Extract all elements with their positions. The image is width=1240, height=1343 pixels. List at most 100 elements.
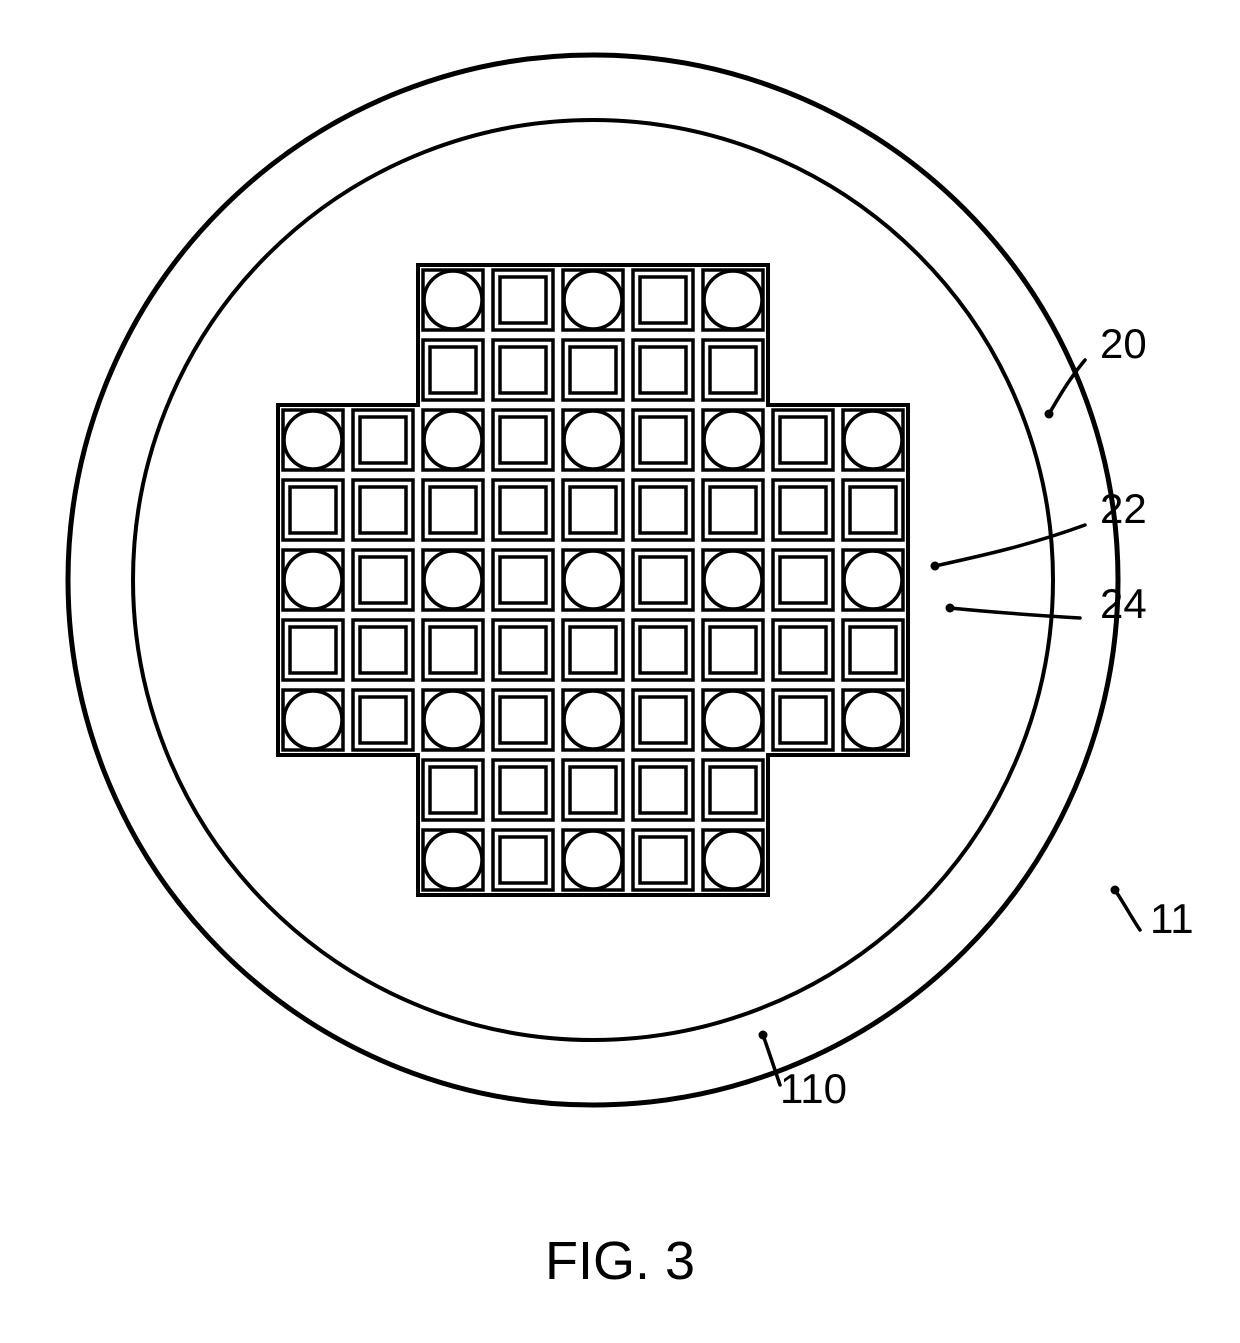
cell-square-24 [710, 347, 756, 393]
label-24: 24 [1100, 580, 1147, 628]
figure-page: 20 22 24 11 110 FIG. 3 [0, 0, 1240, 1343]
cell-square-24 [640, 837, 686, 883]
cell-square-24 [430, 767, 476, 813]
cell-circle-22 [704, 411, 762, 469]
leader-11 [1115, 890, 1140, 930]
cell-circle-22 [844, 691, 902, 749]
cell-square-24 [570, 767, 616, 813]
cell-square-24 [500, 697, 546, 743]
cell-circle-22 [564, 831, 622, 889]
cell-square-24 [500, 837, 546, 883]
cell-circle-22 [564, 411, 622, 469]
grid-cell [353, 410, 413, 470]
cell-square-24 [570, 627, 616, 673]
grid-cell [493, 830, 553, 890]
grid-cell [353, 550, 413, 610]
label-11: 11 [1150, 895, 1194, 943]
leader-tip-20 [1045, 410, 1054, 419]
label-110: 110 [780, 1065, 847, 1113]
grid-cell [493, 480, 553, 540]
cell-square-24 [780, 697, 826, 743]
cell-square-24 [640, 347, 686, 393]
leader-tip-110 [759, 1031, 768, 1040]
grid-cell [283, 480, 343, 540]
cell-square-24 [430, 487, 476, 533]
cell-square-24 [780, 557, 826, 603]
grid-cell [773, 550, 833, 610]
grid-cell [773, 620, 833, 680]
cell-square-24 [290, 487, 336, 533]
cell-square-24 [640, 767, 686, 813]
cell-circle-22 [424, 551, 482, 609]
grid-cell [493, 270, 553, 330]
cell-square-24 [850, 627, 896, 673]
cross-outline-20 [278, 265, 908, 895]
grid-cell [563, 620, 623, 680]
cell-square-24 [360, 697, 406, 743]
cell-circle-22 [564, 691, 622, 749]
cell-square-24 [500, 347, 546, 393]
cell-circle-22 [704, 831, 762, 889]
grid-cell [703, 760, 763, 820]
cell-square-24 [640, 627, 686, 673]
grid-cell [633, 550, 693, 610]
label-22: 22 [1100, 485, 1147, 533]
cell-square-24 [780, 487, 826, 533]
grid-cell [633, 690, 693, 750]
cell-circle-22 [844, 551, 902, 609]
grid-cell [633, 340, 693, 400]
grid-cell [633, 410, 693, 470]
grid-cell [283, 620, 343, 680]
grid-cell [563, 760, 623, 820]
grid-cell [773, 480, 833, 540]
cell-square-24 [290, 627, 336, 673]
cell-square-24 [570, 347, 616, 393]
grid-cell [493, 760, 553, 820]
cell-square-24 [640, 417, 686, 463]
grid-cell [493, 340, 553, 400]
cell-circle-22 [564, 551, 622, 609]
grid-cell [423, 620, 483, 680]
cell-circle-22 [284, 411, 342, 469]
leader-tip-11 [1111, 886, 1120, 895]
grid-cell [493, 410, 553, 470]
cell-square-24 [570, 487, 616, 533]
cell-circle-22 [704, 551, 762, 609]
grid-cell [563, 340, 623, 400]
cell-circle-22 [844, 411, 902, 469]
leader-22 [935, 525, 1085, 566]
cell-square-24 [360, 487, 406, 533]
grid-cell [563, 480, 623, 540]
diagram-svg [0, 0, 1240, 1200]
grid-cell [843, 620, 903, 680]
grid-cell [703, 620, 763, 680]
grid-cell [843, 480, 903, 540]
cell-circle-22 [704, 691, 762, 749]
grid-cell [773, 410, 833, 470]
cell-square-24 [500, 277, 546, 323]
cell-square-24 [850, 487, 896, 533]
cell-square-24 [640, 557, 686, 603]
cell-square-24 [500, 417, 546, 463]
figure-caption: FIG. 3 [0, 1230, 1240, 1292]
cell-square-24 [640, 277, 686, 323]
cell-circle-22 [424, 831, 482, 889]
grid-cell [423, 340, 483, 400]
grid-cell [353, 690, 413, 750]
cell-square-24 [360, 627, 406, 673]
grid-cell [703, 480, 763, 540]
grid-cell [703, 340, 763, 400]
grid-cell [633, 760, 693, 820]
grid-cell [633, 620, 693, 680]
cell-circle-22 [564, 271, 622, 329]
grid-cell [423, 760, 483, 820]
grid-cell [633, 480, 693, 540]
grid-cell [633, 270, 693, 330]
grid-cell [493, 550, 553, 610]
grid-cell [493, 620, 553, 680]
cell-square-24 [780, 627, 826, 673]
cell-square-24 [360, 557, 406, 603]
grid-cell [423, 480, 483, 540]
cell-square-24 [640, 697, 686, 743]
cell-circle-22 [704, 271, 762, 329]
